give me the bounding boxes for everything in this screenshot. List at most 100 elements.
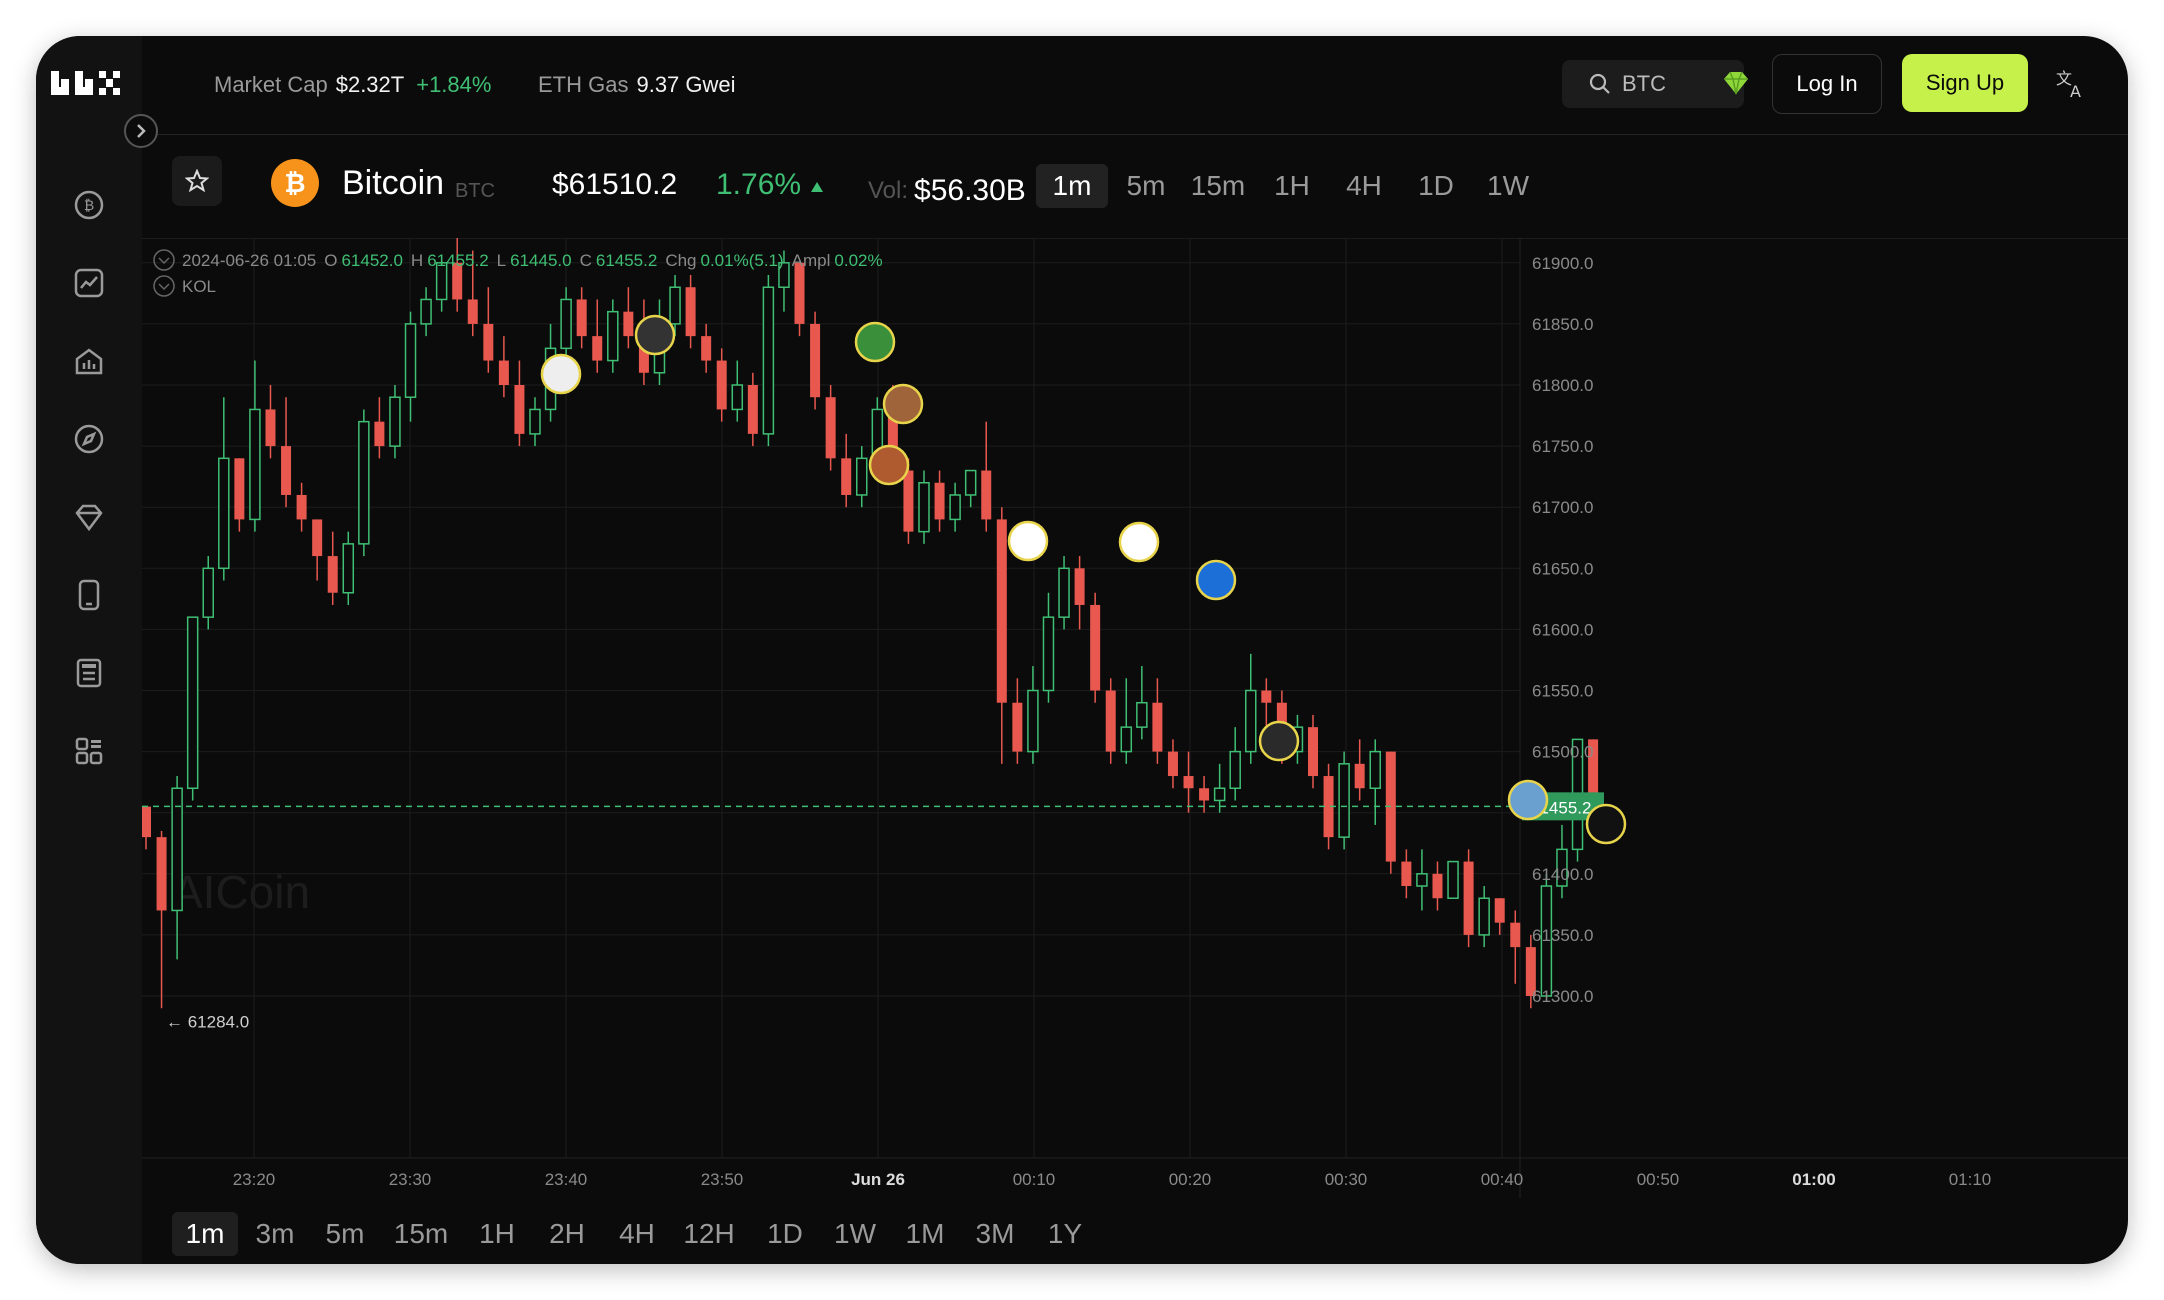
candle[interactable]: [778, 250, 790, 312]
kol-avatar-marker[interactable]: [540, 353, 582, 395]
candle[interactable]: [483, 287, 494, 373]
candle[interactable]: [1167, 739, 1178, 789]
candle[interactable]: [964, 469, 977, 508]
kol-avatar-marker[interactable]: [868, 444, 910, 486]
candle[interactable]: [1556, 824, 1568, 899]
candle[interactable]: [685, 275, 696, 349]
candle[interactable]: [934, 470, 945, 532]
chevron-down-icon[interactable]: [153, 249, 175, 271]
timeframe-tab-1d[interactable]: 1D: [1418, 170, 1454, 201]
candle[interactable]: [1385, 751, 1396, 874]
candle[interactable]: [1540, 873, 1553, 997]
candle[interactable]: [1354, 739, 1365, 801]
candle[interactable]: [186, 616, 199, 801]
compass-icon[interactable]: [70, 420, 108, 458]
candle[interactable]: [467, 250, 478, 337]
candle[interactable]: [1245, 653, 1257, 764]
candle[interactable]: [1261, 678, 1272, 728]
candle[interactable]: [265, 385, 276, 459]
exchange-icon[interactable]: [70, 342, 108, 380]
candle[interactable]: [249, 360, 261, 532]
candle[interactable]: [327, 531, 338, 605]
candle[interactable]: [1308, 714, 1318, 789]
bottom-timeframe-3m[interactable]: 3m: [255, 1218, 295, 1249]
favorite-button[interactable]: [172, 156, 222, 206]
trend-chart-icon[interactable]: [70, 264, 108, 302]
signup-button[interactable]: Sign Up: [1902, 54, 2028, 112]
bottom-timeframe-12h[interactable]: 12H: [683, 1218, 735, 1249]
candle[interactable]: [903, 458, 914, 544]
candle[interactable]: [918, 470, 930, 544]
candle[interactable]: [435, 262, 448, 312]
candle[interactable]: [560, 287, 572, 361]
kol-avatar-marker[interactable]: [854, 321, 896, 363]
candle[interactable]: [1152, 678, 1163, 764]
candlestick-chart[interactable]: AICoin ← 61943.0← 61284.0 61950.061900.0…: [142, 238, 2128, 1198]
kol-avatar-marker[interactable]: [634, 314, 676, 356]
candle[interactable]: [1494, 898, 1505, 935]
candle[interactable]: [374, 397, 385, 459]
timeframe-tab-1h[interactable]: 1H: [1274, 170, 1310, 201]
candle[interactable]: [1213, 763, 1226, 813]
timeframe-tab-15m[interactable]: 15m: [1190, 170, 1246, 201]
candle[interactable]: [669, 275, 681, 337]
bottom-timeframe-5m[interactable]: 5m: [325, 1218, 365, 1249]
candle[interactable]: [1027, 666, 1039, 764]
search-box[interactable]: [1562, 60, 1744, 108]
candle[interactable]: [981, 421, 992, 532]
candle[interactable]: [623, 287, 634, 349]
candle[interactable]: [1338, 751, 1350, 850]
timeframe-tab-5m[interactable]: 5m: [1126, 170, 1166, 201]
search-input[interactable]: [1620, 70, 1744, 98]
login-button[interactable]: Log In: [1772, 54, 1882, 114]
brand-logo[interactable]: [50, 66, 122, 100]
candle[interactable]: [1463, 849, 1474, 948]
candle[interactable]: [747, 372, 758, 447]
candle[interactable]: [1401, 849, 1412, 899]
candle[interactable]: [810, 311, 821, 410]
news-icon[interactable]: [70, 654, 108, 692]
kol-avatar-marker[interactable]: [1585, 803, 1627, 845]
candle[interactable]: [1058, 556, 1070, 630]
candle[interactable]: [841, 433, 852, 508]
candle[interactable]: [592, 299, 603, 373]
candle[interactable]: [576, 287, 587, 349]
mobile-icon[interactable]: [70, 576, 108, 614]
candle[interactable]: [1432, 861, 1443, 911]
candle[interactable]: [142, 806, 151, 850]
kol-avatar-marker[interactable]: [1258, 720, 1300, 762]
candle[interactable]: [856, 446, 868, 508]
bottom-timeframe-1d[interactable]: 1D: [767, 1218, 803, 1249]
candle[interactable]: [701, 323, 712, 373]
candle[interactable]: [514, 360, 525, 447]
bottom-timeframe-1m[interactable]: 1M: [905, 1218, 945, 1249]
candle[interactable]: [1478, 886, 1490, 948]
candle[interactable]: [762, 275, 775, 447]
bottom-timeframe-1y[interactable]: 1Y: [1047, 1218, 1083, 1249]
apps-grid-icon[interactable]: [70, 732, 108, 770]
candle[interactable]: [498, 336, 509, 398]
bottom-timeframe-1w[interactable]: 1W: [834, 1218, 876, 1249]
candle[interactable]: [281, 397, 292, 508]
candle[interactable]: [1090, 592, 1101, 703]
diamond-icon[interactable]: [70, 498, 108, 536]
timeframe-tab-1w[interactable]: 1W: [1487, 170, 1529, 201]
candle[interactable]: [1199, 776, 1210, 813]
kol-avatar-marker[interactable]: [1195, 559, 1237, 601]
candle[interactable]: [202, 556, 214, 630]
candle[interactable]: [1042, 592, 1055, 703]
kol-avatar-marker[interactable]: [882, 383, 924, 425]
candle[interactable]: [404, 311, 417, 422]
candle[interactable]: [452, 238, 463, 312]
timeframe-tab-4h[interactable]: 4H: [1346, 170, 1382, 201]
bottom-timeframe-3m[interactable]: 3M: [975, 1218, 1015, 1249]
candle[interactable]: [312, 519, 323, 581]
candle[interactable]: [1510, 910, 1521, 984]
candle[interactable]: [794, 262, 805, 337]
kol-avatar-marker[interactable]: [1118, 521, 1160, 563]
candle[interactable]: [1369, 739, 1381, 825]
candle[interactable]: [1447, 860, 1459, 899]
candle[interactable]: [296, 482, 307, 532]
bottom-timeframe-15m[interactable]: 15m: [393, 1218, 449, 1249]
candle[interactable]: [1183, 751, 1194, 813]
